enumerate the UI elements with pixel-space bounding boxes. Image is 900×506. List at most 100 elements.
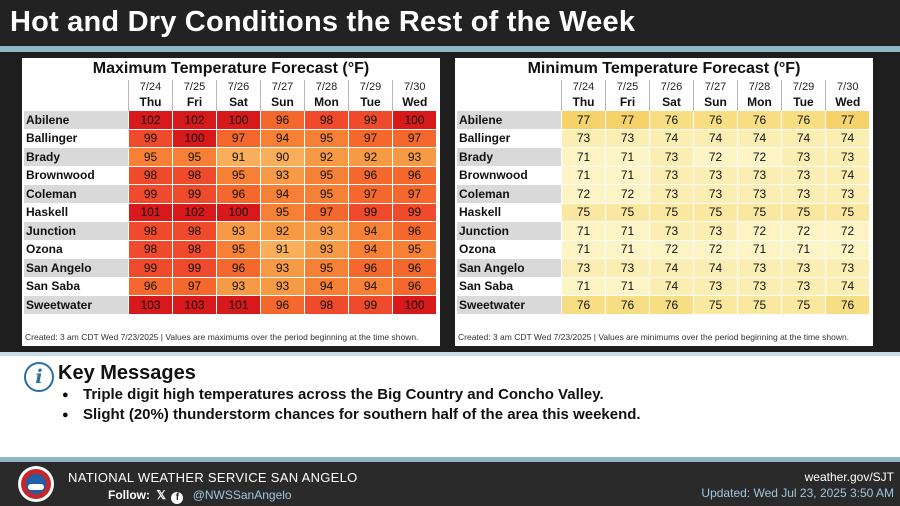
updated-timestamp: Updated: Wed Jul 23, 2025 3:50 AM xyxy=(701,486,894,500)
temp-cell: 71 xyxy=(561,239,606,259)
temp-cell: 73 xyxy=(693,184,738,204)
temp-cell: 94 xyxy=(260,128,305,148)
temp-cell: 102 xyxy=(172,202,217,222)
temp-cell: 72 xyxy=(825,239,870,259)
temp-cell: 73 xyxy=(605,258,650,278)
temp-cell: 76 xyxy=(605,295,650,315)
table-row: Ballinger 99 100 97 94 95 97 97 xyxy=(24,128,437,148)
temp-cell: 95 xyxy=(216,239,261,259)
city-name: Brownwood xyxy=(26,168,95,183)
table-row: San Angelo 99 99 96 93 95 96 96 xyxy=(24,258,437,278)
temp-cell: 74 xyxy=(649,258,694,278)
table-row: Haskell 75 75 75 75 75 75 75 xyxy=(457,202,870,222)
temp-cell: 93 xyxy=(260,258,305,278)
temp-cell: 99 xyxy=(348,202,393,222)
table-row: San Saba 71 71 74 73 73 73 74 xyxy=(457,276,870,296)
temp-cell: 73 xyxy=(649,165,694,185)
temp-cell: 75 xyxy=(561,202,606,222)
temp-cell: 100 xyxy=(216,110,261,130)
temp-cell: 74 xyxy=(825,128,870,148)
website-link[interactable]: weather.gov/SJT xyxy=(804,470,894,484)
temp-cell: 103 xyxy=(172,295,217,315)
corner-cell xyxy=(457,94,562,111)
temp-cell: 71 xyxy=(737,239,782,259)
table-row: Ozona 98 98 95 91 93 94 95 xyxy=(24,239,437,259)
city-name: Brady xyxy=(24,147,129,166)
temp-cell: 71 xyxy=(561,147,606,167)
city-name: Sweetwater xyxy=(24,295,129,314)
temp-cell: 73 xyxy=(781,184,826,204)
temp-cell: 71 xyxy=(561,165,606,185)
nws-logo-cloud xyxy=(28,484,44,490)
temp-cell: 73 xyxy=(693,276,738,296)
temp-cell: 94 xyxy=(348,221,393,241)
min-temp-table: 7/24 7/25 7/26 7/27 7/28 7/29 7/30 Thu Fri Sat Su… xyxy=(457,80,870,315)
info-icon: i xyxy=(24,362,54,392)
city-name: Haskell xyxy=(26,205,69,220)
city-name: Haskell xyxy=(459,205,502,220)
temp-cell: 71 xyxy=(561,221,606,241)
temp-cell: 73 xyxy=(649,184,694,204)
temp-cell: 75 xyxy=(737,202,782,222)
temp-cell: 95 xyxy=(304,184,349,204)
header-accent-bar xyxy=(0,46,900,52)
temp-cell: 100 xyxy=(172,128,217,148)
date-header: 7/28 xyxy=(304,80,349,94)
temp-cell: 73 xyxy=(561,258,606,278)
temp-cell: 95 xyxy=(304,165,349,185)
city-name: Abilene xyxy=(457,110,562,129)
temp-cell: 91 xyxy=(216,147,261,167)
key-message-item: Slight (20%) thunderstorm chances for so… xyxy=(58,405,641,425)
temp-cell: 100 xyxy=(216,202,261,222)
date-header-row: 7/24 7/25 7/26 7/27 7/28 7/29 7/30 xyxy=(24,80,437,94)
table-row: Ozona 71 71 72 72 71 71 72 xyxy=(457,239,870,259)
table-row: Brownwood 98 98 95 93 95 96 96 xyxy=(24,165,437,185)
date-header: 7/26 xyxy=(216,80,261,94)
social-handle[interactable]: @NWSSanAngelo xyxy=(192,488,292,502)
temp-cell: 91 xyxy=(260,239,305,259)
temp-cell: 98 xyxy=(172,221,217,241)
date-header: 7/27 xyxy=(260,80,305,94)
temp-cell: 94 xyxy=(348,276,393,296)
temp-cell: 100 xyxy=(392,295,437,315)
weekday-header: Sat xyxy=(649,94,694,111)
weekday-header: Sun xyxy=(260,94,305,111)
max-temp-card: Maximum Temperature Forecast (°F) 7/24 7/… xyxy=(22,58,440,346)
table-row: Sweetwater 103 103 101 96 98 99 100 xyxy=(24,295,437,315)
temp-cell: 98 xyxy=(128,165,173,185)
temp-cell: 100 xyxy=(392,110,437,130)
temp-cell: 95 xyxy=(260,202,305,222)
temp-cell: 95 xyxy=(216,165,261,185)
city-name: Brownwood xyxy=(459,168,528,183)
table-row: Coleman 99 99 96 94 95 97 97 xyxy=(24,184,437,204)
temp-cell: 94 xyxy=(260,184,305,204)
weekday-header: Thu xyxy=(128,94,173,111)
max-temp-note: Created: 3 am CDT Wed 7/23/2025 | Values… xyxy=(25,332,419,342)
date-header: 7/30 xyxy=(392,80,437,94)
temp-cell: 75 xyxy=(737,295,782,315)
temp-cell: 71 xyxy=(605,221,650,241)
temp-cell: 96 xyxy=(392,165,437,185)
temp-cell: 72 xyxy=(781,221,826,241)
table-row: Brady 95 95 91 90 92 92 93 xyxy=(24,147,437,167)
temp-cell: 73 xyxy=(693,221,738,241)
temp-cell: 73 xyxy=(825,147,870,167)
temp-cell: 75 xyxy=(605,202,650,222)
min-temp-title: Minimum Temperature Forecast (°F) xyxy=(527,60,801,77)
temp-cell: 73 xyxy=(825,184,870,204)
facebook-icon[interactable]: f xyxy=(171,492,184,504)
temp-cell: 75 xyxy=(649,202,694,222)
temp-cell: 73 xyxy=(649,221,694,241)
temp-cell: 96 xyxy=(216,184,261,204)
temp-cell: 75 xyxy=(825,202,870,222)
temp-cell: 99 xyxy=(392,202,437,222)
header: Hot and Dry Conditions the Rest of the W… xyxy=(0,0,900,46)
temp-cell: 72 xyxy=(693,239,738,259)
temp-cell: 97 xyxy=(348,184,393,204)
corner-cell xyxy=(24,94,129,111)
temp-cell: 93 xyxy=(260,276,305,296)
date-header: 7/24 xyxy=(561,80,606,94)
x-icon[interactable]: 𝕏 xyxy=(156,488,167,502)
city-name: Ballinger xyxy=(26,131,78,146)
temp-cell: 73 xyxy=(737,165,782,185)
